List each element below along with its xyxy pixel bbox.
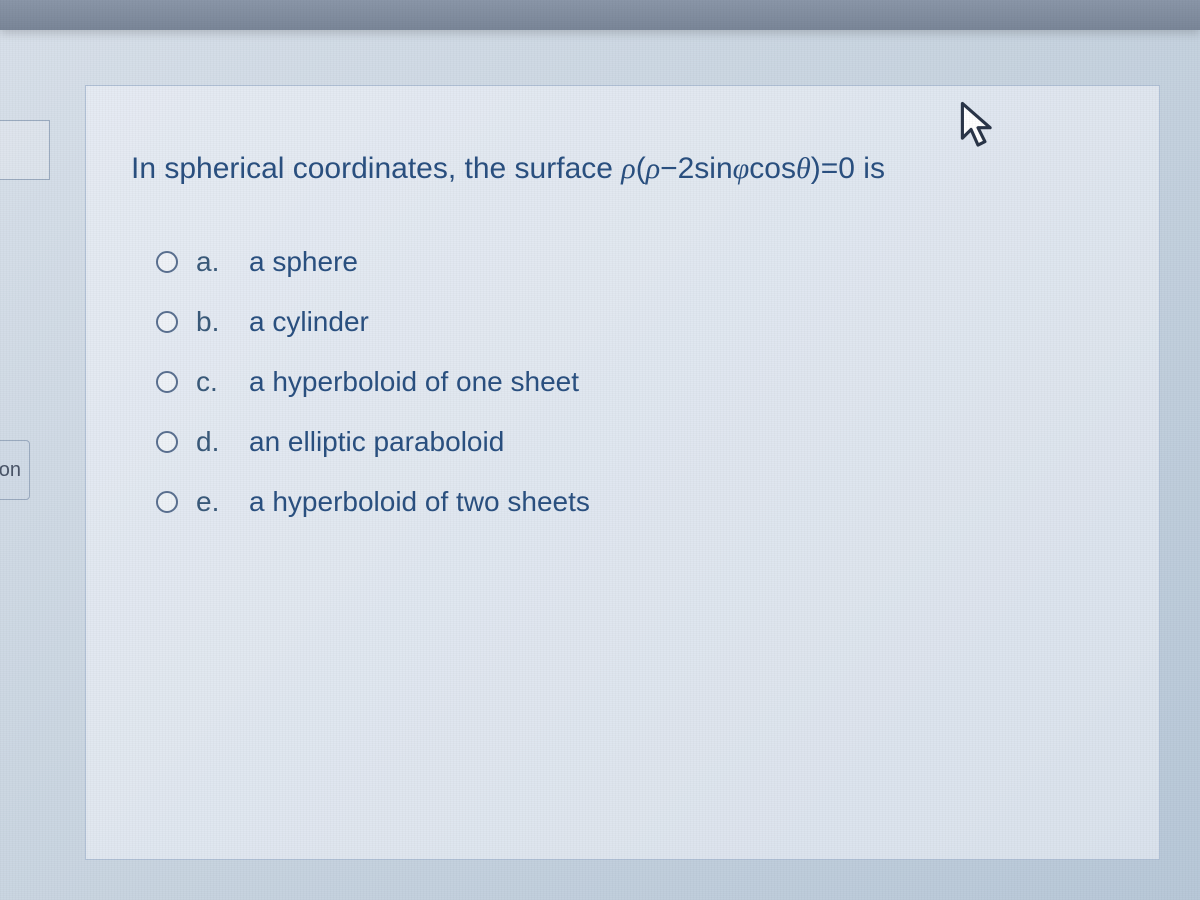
top-toolbar xyxy=(0,0,1200,30)
option-letter-c: c. xyxy=(196,366,231,398)
math-minus: − xyxy=(660,152,678,185)
radio-button-d[interactable] xyxy=(156,431,178,453)
option-text-d: an elliptic paraboloid xyxy=(249,426,504,458)
math-equals: = xyxy=(821,152,839,185)
math-rho-1: ρ xyxy=(621,152,635,185)
math-2sin: 2sin xyxy=(678,152,733,185)
option-row-b[interactable]: b. a cylinder xyxy=(156,306,1119,338)
answer-options-list: a. a sphere b. a cylinder c. a hyperbolo… xyxy=(131,246,1119,518)
option-row-d[interactable]: d. an elliptic paraboloid xyxy=(156,426,1119,458)
option-text-e: a hyperboloid of two sheets xyxy=(249,486,590,518)
option-text-c: a hyperboloid of one sheet xyxy=(249,366,579,398)
option-row-c[interactable]: c. a hyperboloid of one sheet xyxy=(156,366,1119,398)
option-row-e[interactable]: e. a hyperboloid of two sheets xyxy=(156,486,1119,518)
option-letter-d: d. xyxy=(196,426,231,458)
question-prefix: In spherical coordinates, the surface xyxy=(131,152,621,185)
option-letter-e: e. xyxy=(196,486,231,518)
side-tab-label: on xyxy=(0,459,21,482)
math-zero: 0 xyxy=(838,152,855,185)
math-cos: cos xyxy=(749,152,796,185)
question-suffix: is xyxy=(855,152,885,185)
side-box xyxy=(0,120,50,180)
math-phi: φ xyxy=(733,152,750,185)
option-letter-b: b. xyxy=(196,306,231,338)
radio-button-b[interactable] xyxy=(156,311,178,333)
radio-button-c[interactable] xyxy=(156,371,178,393)
option-text-b: a cylinder xyxy=(249,306,369,338)
cursor-pointer-icon xyxy=(956,100,1000,157)
side-nav-tab[interactable]: on xyxy=(0,440,30,500)
question-panel: In spherical coordinates, the surface ρ(… xyxy=(85,85,1160,860)
radio-button-a[interactable] xyxy=(156,251,178,273)
option-letter-a: a. xyxy=(196,246,231,278)
radio-button-e[interactable] xyxy=(156,491,178,513)
math-theta: θ xyxy=(796,152,811,185)
option-text-a: a sphere xyxy=(249,246,358,278)
option-row-a[interactable]: a. a sphere xyxy=(156,246,1119,278)
math-rho-2: ρ xyxy=(646,152,660,185)
math-close-paren: ) xyxy=(811,152,821,185)
math-open-paren: ( xyxy=(636,152,646,185)
